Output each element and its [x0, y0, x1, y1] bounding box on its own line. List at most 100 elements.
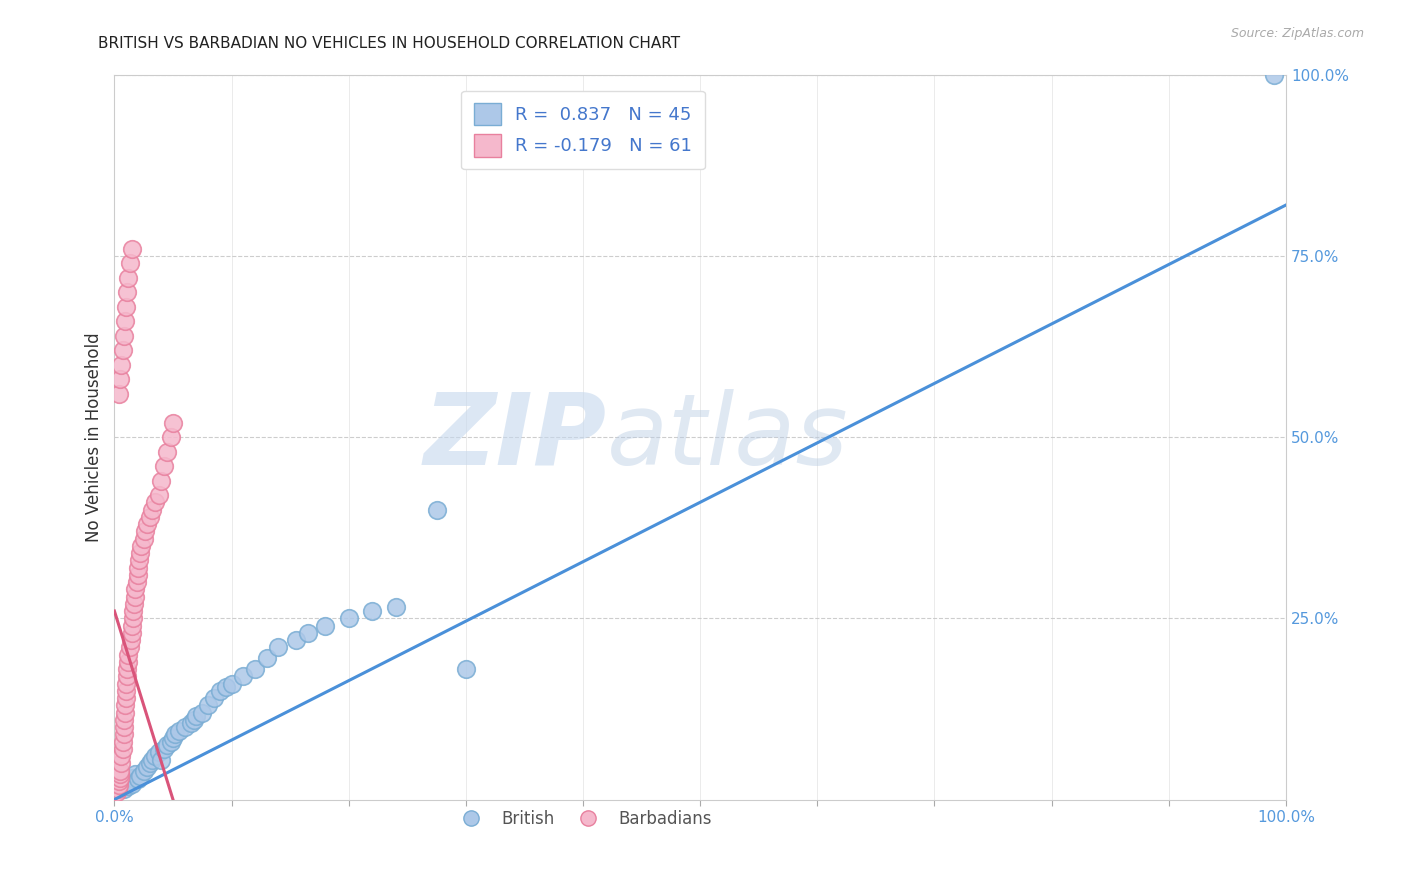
Point	[145, 749, 167, 764]
Point	[117, 655, 139, 669]
Point	[136, 516, 159, 531]
Point	[138, 509, 160, 524]
Point	[122, 604, 145, 618]
Point	[112, 713, 135, 727]
Y-axis label: No Vehicles in Household: No Vehicles in Household	[86, 332, 103, 541]
Point	[159, 734, 181, 748]
Point	[111, 741, 134, 756]
Point	[297, 625, 319, 640]
Point	[127, 772, 149, 787]
Point	[117, 270, 139, 285]
Point	[127, 567, 149, 582]
Point	[115, 691, 138, 706]
Point	[114, 706, 136, 720]
Point	[132, 532, 155, 546]
Point	[138, 756, 160, 771]
Point	[159, 430, 181, 444]
Text: ZIP: ZIP	[423, 389, 606, 485]
Point	[111, 734, 134, 748]
Point	[141, 753, 163, 767]
Point	[124, 582, 146, 597]
Point	[112, 727, 135, 741]
Point	[112, 720, 135, 734]
Point	[180, 716, 202, 731]
Point	[129, 769, 152, 783]
Point	[152, 458, 174, 473]
Point	[110, 358, 132, 372]
Point	[115, 774, 138, 789]
Point	[118, 256, 141, 270]
Point	[122, 611, 145, 625]
Point	[361, 604, 384, 618]
Point	[121, 771, 143, 785]
Point	[173, 720, 195, 734]
Point	[127, 560, 149, 574]
Point	[108, 778, 131, 792]
Point	[162, 416, 184, 430]
Point	[243, 662, 266, 676]
Point	[115, 683, 138, 698]
Point	[110, 771, 132, 785]
Point	[112, 328, 135, 343]
Point	[111, 343, 134, 357]
Point	[110, 767, 132, 781]
Point	[107, 781, 129, 796]
Point	[117, 780, 139, 794]
Point	[221, 676, 243, 690]
Point	[208, 683, 231, 698]
Text: atlas: atlas	[606, 389, 848, 485]
Point	[152, 741, 174, 756]
Point	[115, 300, 138, 314]
Point	[108, 774, 131, 789]
Point	[114, 698, 136, 713]
Point	[426, 502, 449, 516]
Text: Source: ZipAtlas.com: Source: ZipAtlas.com	[1230, 27, 1364, 40]
Point	[256, 651, 278, 665]
Point	[165, 727, 187, 741]
Point	[134, 524, 156, 539]
Point	[145, 495, 167, 509]
Legend: British, Barbadians: British, Barbadians	[449, 804, 718, 835]
Point	[125, 574, 148, 589]
Point	[162, 731, 184, 745]
Point	[183, 713, 205, 727]
Point	[129, 546, 152, 560]
Point	[454, 662, 477, 676]
Point	[114, 314, 136, 328]
Point	[156, 444, 179, 458]
Point	[108, 386, 131, 401]
Point	[384, 600, 406, 615]
Point	[337, 611, 360, 625]
Point	[167, 723, 190, 738]
Point	[267, 640, 290, 655]
Point	[285, 633, 308, 648]
Point	[148, 745, 170, 759]
Point	[156, 738, 179, 752]
Point	[141, 502, 163, 516]
Point	[232, 669, 254, 683]
Point	[110, 749, 132, 764]
Point	[150, 753, 173, 767]
Point	[110, 372, 132, 386]
Point	[115, 676, 138, 690]
Point	[124, 597, 146, 611]
Point	[120, 633, 142, 648]
Point	[150, 474, 173, 488]
Point	[197, 698, 219, 713]
Point	[121, 242, 143, 256]
Point	[131, 539, 153, 553]
Point	[117, 648, 139, 662]
Point	[112, 781, 135, 796]
Point	[105, 785, 128, 799]
Point	[136, 760, 159, 774]
Point	[118, 640, 141, 655]
Point	[110, 756, 132, 771]
Point	[121, 625, 143, 640]
Point	[124, 590, 146, 604]
Point	[117, 669, 139, 683]
Point	[314, 618, 336, 632]
Point	[191, 706, 214, 720]
Point	[215, 680, 238, 694]
Text: BRITISH VS BARBADIAN NO VEHICLES IN HOUSEHOLD CORRELATION CHART: BRITISH VS BARBADIAN NO VEHICLES IN HOUS…	[98, 36, 681, 51]
Point	[148, 488, 170, 502]
